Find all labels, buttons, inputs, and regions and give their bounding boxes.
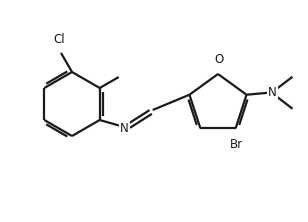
Text: N: N xyxy=(268,86,277,99)
Text: N: N xyxy=(268,86,277,99)
Text: Br: Br xyxy=(230,138,243,151)
Text: Cl: Cl xyxy=(53,33,65,46)
Text: O: O xyxy=(214,53,224,66)
Text: Cl: Cl xyxy=(53,33,65,46)
Text: N: N xyxy=(120,121,129,135)
Text: N: N xyxy=(120,121,129,135)
Text: O: O xyxy=(214,53,224,66)
Text: Br: Br xyxy=(230,138,243,151)
